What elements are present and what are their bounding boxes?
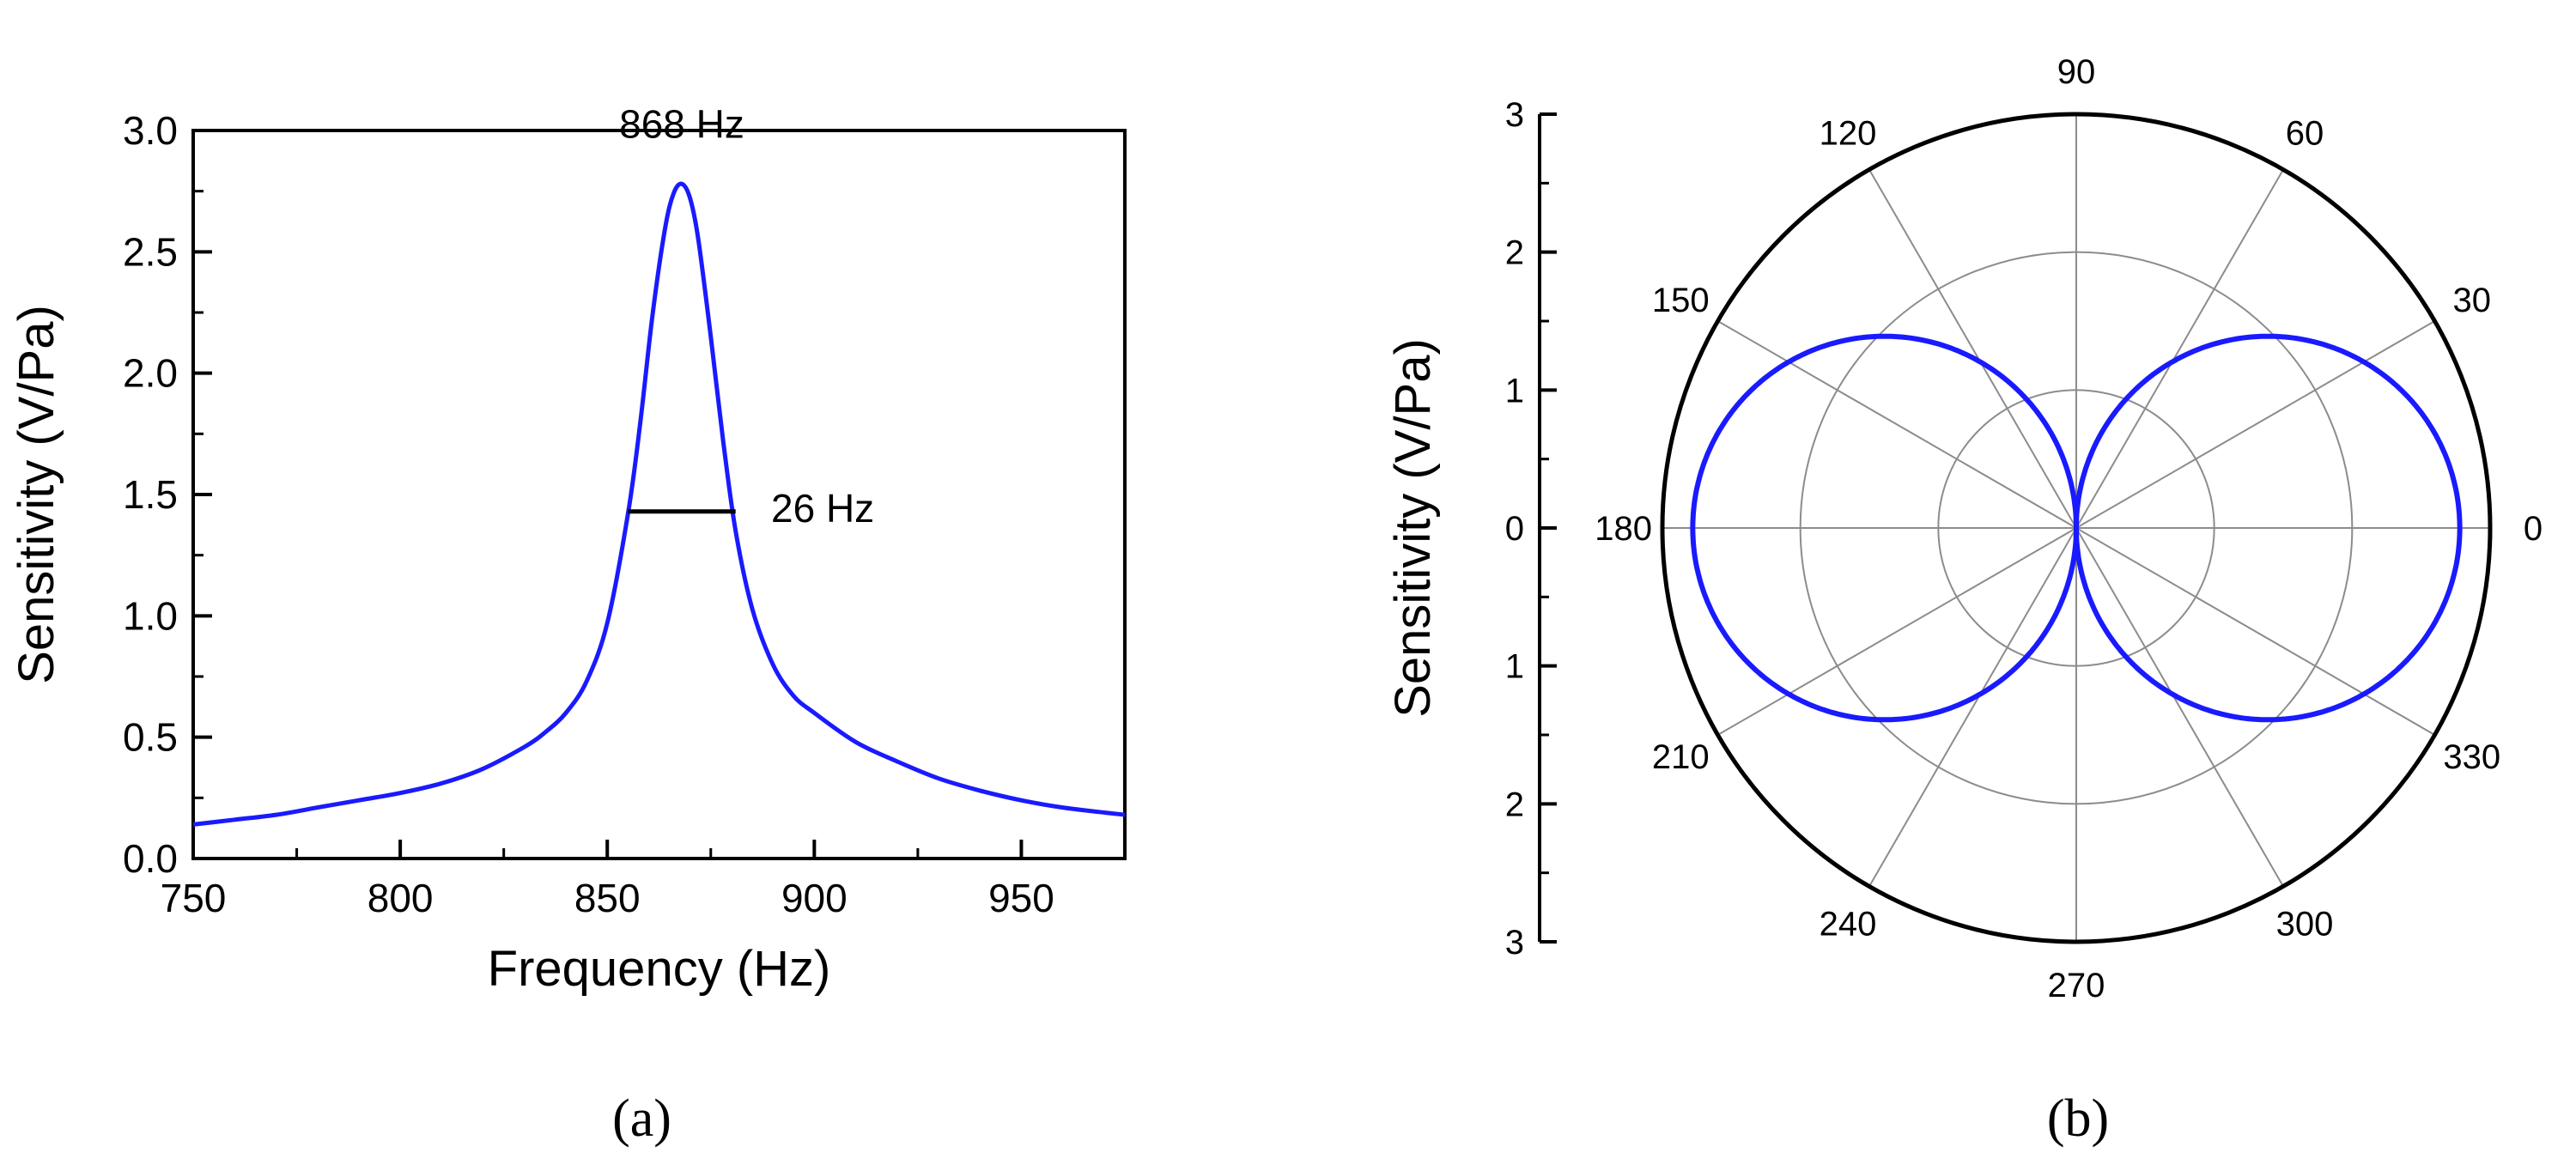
panel-caption-b: (b) <box>2047 1089 2109 1148</box>
sensitivity-curve <box>192 181 1126 827</box>
panel-caption-a: (a) <box>612 1089 671 1148</box>
y-tick-label: 2.5 <box>123 229 178 274</box>
x-axis-title: Frequency (Hz) <box>488 941 831 997</box>
y-tick-label: 2.0 <box>123 351 178 396</box>
x-tick-label: 750 <box>161 876 227 920</box>
x-tick-label: 900 <box>781 876 848 920</box>
radial-tick-label: 1 <box>1505 372 1524 410</box>
angle-label: 270 <box>2048 967 2105 1004</box>
angle-label: 300 <box>2276 906 2334 944</box>
x-axis-ticks: 750 800 850 900 950 <box>161 840 1054 920</box>
radial-tick-label: 1 <box>1505 648 1524 686</box>
y-tick-label: 3.0 <box>123 108 178 153</box>
polar-spoke <box>2075 527 2284 887</box>
panel-a-line-chart: 750 800 850 900 950 0.0 0.5 1.0 1.5 2.0 2.5 3.0 86… <box>9 101 1127 1148</box>
angle-labels: 0 30 60 90 120 150 180 210 240 270 300 330 <box>1595 53 2543 1004</box>
angle-label: 0 <box>2524 510 2543 548</box>
polar-spoke <box>1717 527 2077 736</box>
y-axis-title: Sensitivity (V/Pa) <box>9 305 64 684</box>
polar-spoke <box>1868 527 2077 887</box>
radial-tick-label: 0 <box>1505 510 1524 548</box>
y-tick-label: 1.5 <box>123 472 178 517</box>
angle-label: 180 <box>1595 510 1652 548</box>
polar-spoke <box>1868 169 2077 529</box>
polar-outer-ring <box>1660 112 2493 944</box>
peak-frequency-annotation: 868 Hz <box>619 101 744 146</box>
polar-spoke <box>1717 320 2077 529</box>
y-tick-label: 0.0 <box>123 836 178 881</box>
angle-label: 30 <box>2452 282 2491 319</box>
angle-label: 90 <box>2057 53 2096 91</box>
radial-tick-label: 3 <box>1505 96 1524 134</box>
polar-y-axis-title: Sensitivity (V/Pa) <box>1385 338 1441 718</box>
bandwidth-annotation: 26 Hz <box>771 486 874 531</box>
angle-label: 240 <box>1820 906 1877 944</box>
angle-label: 120 <box>1820 114 1877 152</box>
x-tick-label: 800 <box>368 876 434 920</box>
angle-label: 60 <box>2286 114 2324 152</box>
polar-spoke <box>2075 169 2284 529</box>
polar-spokes <box>1662 114 2490 942</box>
radial-tick-label: 3 <box>1505 924 1524 962</box>
angle-label: 330 <box>2443 738 2500 776</box>
x-tick-label: 950 <box>988 876 1054 920</box>
angle-label: 150 <box>1652 282 1710 319</box>
plot-frame <box>191 129 1127 860</box>
angle-label: 210 <box>1652 738 1710 776</box>
radial-tick-label: 2 <box>1505 234 1524 272</box>
x-tick-label: 850 <box>574 876 641 920</box>
polar-spoke <box>2075 527 2435 736</box>
y-tick-label: 1.0 <box>123 593 178 638</box>
y-tick-label: 0.5 <box>123 715 178 760</box>
y-axis-ticks: 0.0 0.5 1.0 1.5 2.0 2.5 3.0 <box>123 108 212 881</box>
radial-tick-label: 2 <box>1505 786 1524 823</box>
polar-spoke <box>2075 320 2435 529</box>
directivity-curve <box>1690 333 2463 723</box>
radial-axis-ticks: 3 2 1 0 1 2 3 <box>1505 96 1557 962</box>
